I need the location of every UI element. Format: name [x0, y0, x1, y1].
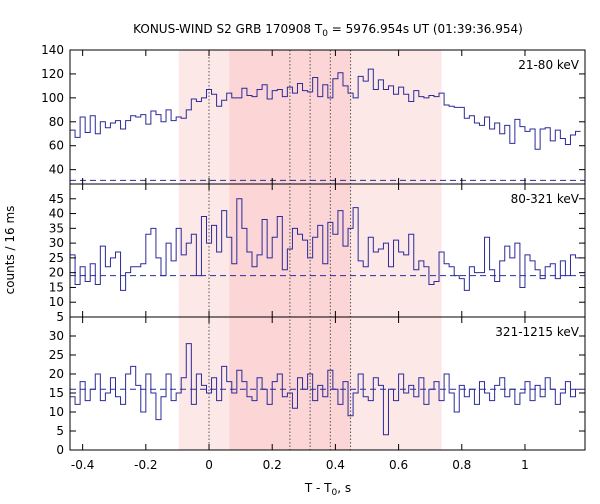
x-axis-label-rest: , s — [337, 481, 351, 495]
light-curve-1 — [70, 198, 581, 291]
y-tick-label-0-3: 100 — [41, 91, 64, 105]
y-tick-label-0-5: 140 — [41, 43, 64, 57]
x-tick-label-7: 1 — [521, 458, 529, 472]
y-axis-label: counts / 16 ms — [3, 206, 17, 295]
y-tick-label-2-4: 20 — [49, 367, 64, 381]
panel-energy-label-2: 321-1215 keV — [495, 325, 579, 339]
x-tick-label-3: 0.2 — [263, 458, 282, 472]
y-tick-label-2-2: 10 — [49, 405, 64, 419]
chart-title-main: KONUS-WIND S2 GRB 170908 T — [133, 22, 323, 36]
y-tick-label-1-0: 5 — [56, 310, 64, 324]
y-tick-label-1-7: 40 — [49, 207, 64, 221]
y-tick-label-0-0: 40 — [49, 163, 64, 177]
vertical-lines-layer — [208, 50, 352, 450]
x-tick-label-1: -0.2 — [134, 458, 157, 472]
panel-energy-label-1: 80-321 keV — [511, 192, 580, 206]
y-tick-label-2-1: 5 — [56, 424, 64, 438]
light-curve-0 — [70, 68, 581, 150]
y-tick-label-1-4: 25 — [49, 251, 64, 265]
chart-title-rest: = 5976.954s UT (01:39:36.954) — [328, 22, 523, 36]
x-axis-label-subscript: 0 — [332, 488, 338, 498]
light-curve-2 — [70, 343, 581, 436]
panel-energy-label-0: 21-80 keV — [518, 58, 580, 72]
y-tick-label-2-3: 15 — [49, 386, 64, 400]
panel-frame-2 — [69, 316, 586, 451]
x-axis-label: T - T0, s — [304, 481, 351, 498]
chart-title-subscript: 0 — [322, 29, 328, 39]
y-tick-label-2-5: 25 — [49, 348, 64, 362]
y-tick-label-1-8: 45 — [49, 192, 64, 206]
y-tick-label-0-1: 60 — [49, 139, 64, 153]
y-tick-label-0-4: 120 — [41, 67, 64, 81]
x-tick-label-2: 0 — [205, 458, 213, 472]
y-tick-label-2-6: 30 — [49, 329, 64, 343]
y-tick-label-2-0: 0 — [56, 443, 64, 457]
y-tick-label-1-1: 10 — [49, 295, 64, 309]
x-tick-label-0: -0.4 — [71, 458, 94, 472]
x-tick-label-4: 0.4 — [326, 458, 345, 472]
y-tick-label-1-5: 30 — [49, 236, 64, 250]
data-layer — [70, 68, 585, 436]
y-tick-label-1-6: 35 — [49, 221, 64, 235]
chart-title: KONUS-WIND S2 GRB 170908 T0 = 5976.954s … — [133, 22, 523, 39]
y-tick-label-1-2: 15 — [49, 280, 64, 294]
x-axis-label-main: T - T — [304, 481, 332, 495]
x-tick-label-5: 0.6 — [389, 458, 408, 472]
x-tick-label-6: 0.8 — [452, 458, 471, 472]
y-tick-label-0-2: 80 — [49, 115, 64, 129]
y-tick-label-1-3: 20 — [49, 266, 64, 280]
